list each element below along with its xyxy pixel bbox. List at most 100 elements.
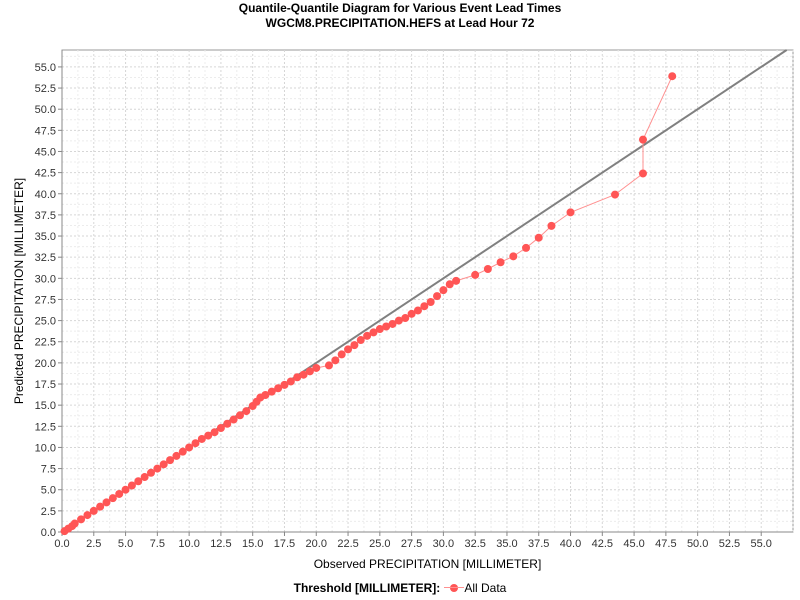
x-tick-label: 50.0 [687,538,708,550]
data-point [140,473,149,482]
data-point [242,407,251,416]
series-all-data [60,72,677,536]
y-tick-label: 0.0 [41,527,56,539]
data-point [426,297,435,306]
data-point [547,221,556,230]
data-point [108,494,117,503]
x-tick-label: 17.5 [274,538,295,550]
x-tick-label: 25.0 [369,538,390,550]
chart-title-line1: Quantile-Quantile Diagram for Various Ev… [238,1,562,15]
data-point [394,316,403,325]
x-tick-label: 12.5 [210,538,231,550]
y-tick-label: 55.0 [35,62,56,74]
x-tick-label: 20.0 [306,538,327,550]
data-point [382,322,391,331]
y-tick-label: 5.0 [41,485,56,497]
data-point [433,292,442,301]
data-point [96,502,105,511]
data-point [611,190,620,199]
x-tick-label: 27.5 [401,538,422,550]
data-point [127,481,136,490]
x-tick-label: 2.5 [86,538,101,550]
x-tick-label: 32.5 [464,538,485,550]
data-point [471,270,480,279]
y-tick-label: 47.5 [35,125,56,137]
data-point [153,464,162,473]
y-tick-label: 20.0 [35,358,56,370]
legend-title: Threshold [MILLIMETER]: [293,581,441,595]
data-point [413,306,422,315]
data-point [191,439,200,448]
y-tick-label: 27.5 [35,294,56,306]
chart-subtitle: WGCM8.PRECIPITATION.HEFS at Lead Hour 72 [265,16,535,30]
data-point [77,515,86,524]
data-point [668,72,677,81]
data-point [197,434,206,443]
data-point [223,419,232,428]
data-point [235,411,244,420]
x-tick-label: 35.0 [496,538,517,550]
x-tick-label: 52.5 [719,538,740,550]
y-tick-label: 2.5 [41,506,56,518]
y-tick-label: 15.0 [35,400,56,412]
legend-marker-all-data [443,583,464,592]
data-point [312,363,321,372]
y-tick-label: 37.5 [35,210,56,222]
data-point [102,498,111,507]
data-point [496,258,505,267]
data-point [305,367,314,376]
y-tick-label: 32.5 [35,252,56,264]
y-axis-label: Predicted PRECIPITATION [MILLIMETER] [12,178,26,404]
x-axis-label: Observed PRECIPITATION [MILLIMETER] [314,557,542,571]
x-tick-label: 22.5 [337,538,358,550]
x-tick-label: 5.0 [118,538,133,550]
legend-label-all-data: All Data [464,581,507,595]
x-tick-label: 45.0 [623,538,644,550]
y-tick-label: 17.5 [35,379,56,391]
data-point [483,265,492,274]
y-tick-label: 7.5 [41,464,56,476]
x-tick-label: 40.0 [560,538,581,550]
data-point [509,252,518,261]
data-point [280,380,289,389]
chart-title: Quantile-Quantile Diagram for Various Ev… [0,1,800,31]
data-point [299,370,308,379]
x-tick-label: 7.5 [150,538,165,550]
axes: 0.0 2.5 5.0 7.5 10.0 12.5 15.0 17.5 20.0 22.5 25.0… [35,50,793,550]
x-tick-label: 0.0 [54,538,69,550]
data-point [89,506,98,515]
data-point [369,328,378,337]
x-tick-label: 55.0 [751,538,772,550]
data-point [115,489,124,498]
x-tick-label: 15.0 [242,538,263,550]
data-point [166,456,175,465]
data-point [172,451,181,460]
grid-lines [61,50,794,533]
data-point [375,325,384,334]
data-point [185,443,194,452]
data-point [324,361,333,370]
data-point [522,243,531,252]
data-point [363,331,372,340]
data-point [638,135,647,144]
x-tick-label: 42.5 [592,538,613,550]
x-tick-label: 30.0 [433,538,454,550]
y-tick-label: 52.5 [35,83,56,95]
data-point [83,511,92,520]
x-tick-label: 10.0 [178,538,199,550]
data-point [331,356,340,365]
data-point [146,468,155,477]
data-point [356,336,365,345]
data-point [439,286,448,295]
data-point [261,391,270,400]
data-point [566,208,575,217]
data-point [534,233,543,242]
y-tick-label: 50.0 [35,104,56,116]
y-tick-label: 10.0 [35,442,56,454]
y-tick-label: 30.0 [35,273,56,285]
data-point [407,309,416,318]
data-point [216,423,225,432]
y-tick-label: 45.0 [35,146,56,158]
data-point [638,169,647,178]
